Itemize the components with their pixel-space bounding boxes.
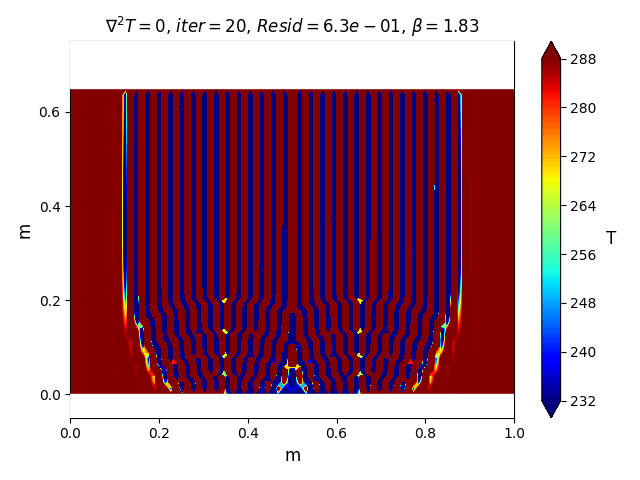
Y-axis label: m: m: [15, 221, 33, 238]
PathPatch shape: [542, 41, 561, 59]
Bar: [70, 394, 514, 418]
Y-axis label: T: T: [605, 229, 616, 248]
PathPatch shape: [542, 401, 561, 418]
X-axis label: m: m: [284, 447, 300, 465]
Title: $\nabla^2 T = 0$, $\mathit{iter} = 20$, $\mathit{Resid} = 6.3e-01$, $\beta = 1.8: $\nabla^2 T = 0$, $\mathit{iter} = 20$, …: [105, 15, 479, 39]
Bar: [70, 41, 514, 88]
